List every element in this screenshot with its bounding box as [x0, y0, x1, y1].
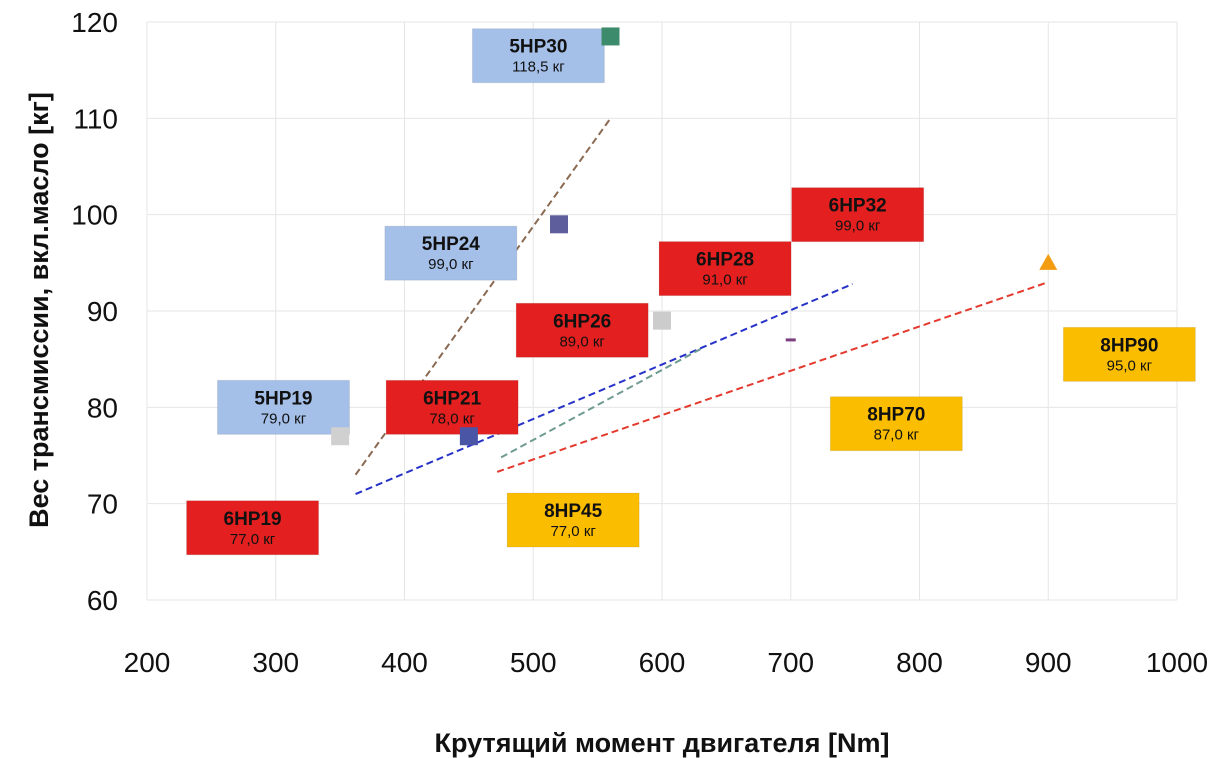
y-tick-label-60: 60: [87, 585, 118, 616]
y-tick-label-80: 80: [87, 392, 118, 423]
label-value-6HP21: 78,0 кг: [429, 410, 475, 427]
label-name-6HP28: 6HP28: [696, 250, 754, 271]
label-box-6HP21: [385, 379, 519, 435]
label-value-5HP30: 118,5 кг: [512, 59, 565, 76]
label-name-6HP21: 6HP21: [423, 388, 482, 409]
label-value-8HP45: 77,0 кг: [550, 523, 596, 540]
label-box-5HP24: [384, 225, 518, 281]
y-tick-label-120: 120: [71, 7, 118, 38]
label-name-6HP26: 6HP26: [553, 311, 611, 332]
x-tick-label-600: 600: [639, 647, 686, 678]
point-p-8HP90: [1039, 253, 1058, 270]
label-name-8HP45: 8HP45: [544, 501, 603, 522]
label-box-8HP70: [829, 396, 963, 452]
label-name-8HP90: 8HP90: [1100, 335, 1158, 356]
x-tick-label-900: 900: [1025, 647, 1072, 678]
x-tick-label-500: 500: [510, 647, 557, 678]
y-axis-title: Вес трансмиссии, вкл.масло [кг]: [24, 92, 54, 528]
label-name-8HP70: 8HP70: [867, 405, 925, 426]
label-box-6HP32: [791, 187, 925, 243]
point-p-6HP21: [459, 427, 478, 446]
x-tick-label-300: 300: [252, 647, 299, 678]
label-box-8HP90: [1062, 326, 1196, 382]
trend-6hp: [355, 283, 853, 495]
point-p-5HP24: [550, 215, 568, 234]
point-p-5HP19: [331, 427, 350, 446]
label-name-6HP32: 6HP32: [829, 196, 887, 217]
label-box-6HP26: [515, 302, 649, 358]
y-tick-label-70: 70: [87, 489, 118, 520]
x-axis-title: Крутящий момент двигателя [Nm]: [435, 728, 890, 758]
y-tick-label-110: 110: [73, 103, 118, 134]
label-box-6HP19: [186, 500, 320, 556]
label-value-6HP32: 99,0 кг: [835, 218, 881, 235]
label-box-8HP45: [506, 492, 640, 548]
label-value-6HP28: 91,0 кг: [702, 272, 748, 289]
label-box-5HP30: [471, 28, 605, 84]
label-value-8HP90: 95,0 кг: [1107, 357, 1153, 374]
label-box-5HP19: [216, 379, 350, 435]
trend-8hp: [496, 281, 1049, 473]
tick-labels: 60 70 80 90 100 110 120 200 300 400 500 600 700 800 90…: [71, 7, 1208, 678]
label-value-5HP19: 79,0 кг: [261, 410, 307, 427]
label-value-5HP24: 99,0 кг: [428, 256, 474, 273]
y-tick-label-100: 100: [71, 200, 118, 231]
data-points: [331, 27, 1058, 446]
x-tick-label-700: 700: [767, 647, 814, 678]
trendlines: [354, 117, 1049, 495]
y-tick-label-90: 90: [87, 296, 118, 327]
label-box-6HP28: [658, 241, 792, 297]
point-p-5HP30: [601, 27, 620, 46]
grid: [146, 21, 1178, 601]
x-tick-label-400: 400: [381, 647, 428, 678]
x-tick-label-800: 800: [896, 647, 943, 678]
x-tick-label-200: 200: [124, 647, 171, 678]
x-tick-label-1000: 1000: [1146, 647, 1208, 678]
label-value-6HP19: 77,0 кг: [230, 531, 276, 548]
label-value-8HP70: 87,0 кг: [874, 427, 920, 444]
label-name-5HP19: 5HP19: [254, 388, 312, 409]
trend-mid: [500, 346, 704, 459]
label-name-5HP24: 5HP24: [422, 234, 481, 255]
point-p-6HP26: [653, 311, 671, 330]
label-name-6HP19: 6HP19: [224, 509, 282, 530]
label-name-5HP30: 5HP30: [509, 37, 567, 58]
label-value-6HP26: 89,0 кг: [559, 333, 605, 350]
trend-5hp: [354, 117, 612, 476]
